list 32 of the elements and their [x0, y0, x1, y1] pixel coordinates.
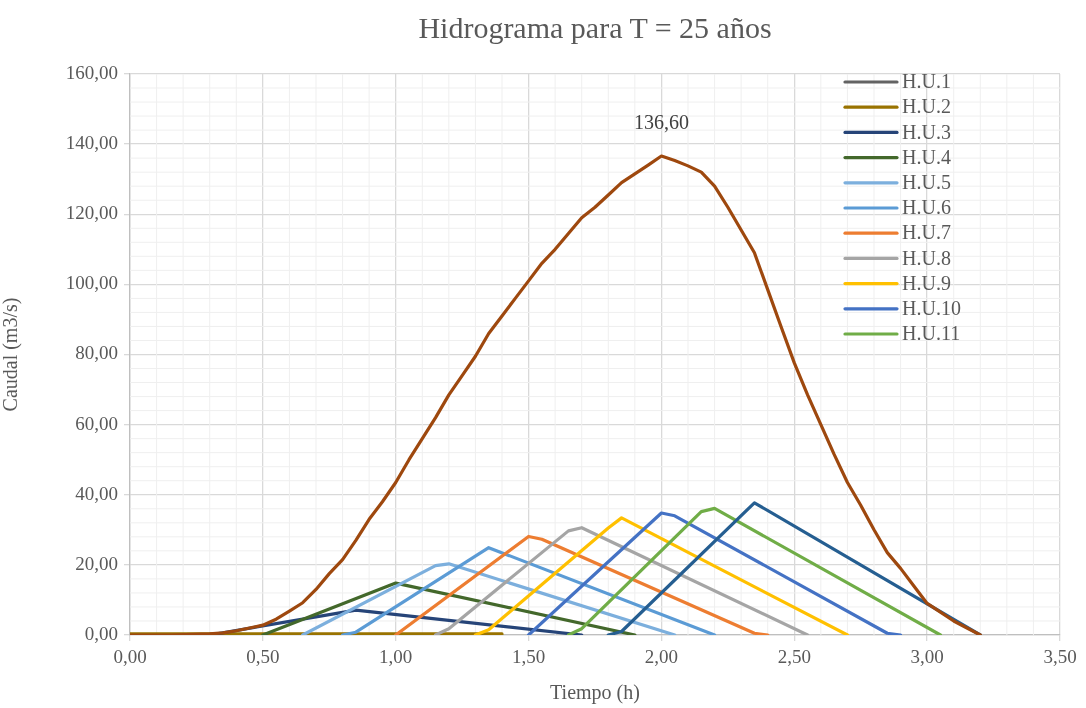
legend-label: H.U.3: [902, 120, 951, 143]
x-tick-label: 3,00: [910, 646, 944, 668]
y-tick-label: 0,00: [84, 622, 118, 644]
y-axis-title: Caudal (m3/s): [0, 297, 23, 412]
y-tick-label: 160,00: [65, 61, 118, 83]
legend-label: H.U.10: [902, 297, 961, 320]
annotation: 136,60: [633, 111, 689, 134]
legend-label: H.U.7: [902, 221, 951, 244]
x-axis-title: Tiempo (h): [550, 681, 640, 705]
legend-label: H.U.9: [902, 271, 951, 294]
legend-label: H.U.5: [902, 171, 951, 194]
x-tick-label: 2,00: [644, 646, 679, 668]
y-tick-label: 20,00: [75, 552, 118, 574]
y-tick-label: 40,00: [75, 482, 118, 504]
y-tick-label: 140,00: [65, 132, 118, 154]
y-tick-label: 100,00: [65, 272, 118, 294]
x-tick-label: 2,50: [777, 646, 811, 668]
y-tick-label: 120,00: [65, 202, 118, 224]
x-tick-label: 3,50: [1043, 646, 1077, 668]
legend-label: H.U.2: [902, 95, 951, 118]
x-tick-label: 0,50: [246, 646, 280, 668]
legend-label: H.U.6: [902, 196, 951, 219]
chart-title: Hidrograma para T = 25 años: [418, 10, 772, 44]
legend-label: H.U.11: [902, 322, 961, 345]
x-tick-label: 0,00: [113, 646, 147, 668]
x-tick-label: 1,50: [511, 646, 546, 668]
legend-label: H.U.8: [902, 246, 951, 269]
legend-label: H.U.1: [902, 70, 951, 93]
legend-label: H.U.4: [902, 145, 951, 168]
x-tick-label: 1,00: [379, 646, 413, 668]
y-tick-label: 60,00: [75, 412, 118, 434]
y-tick-label: 80,00: [75, 342, 118, 364]
